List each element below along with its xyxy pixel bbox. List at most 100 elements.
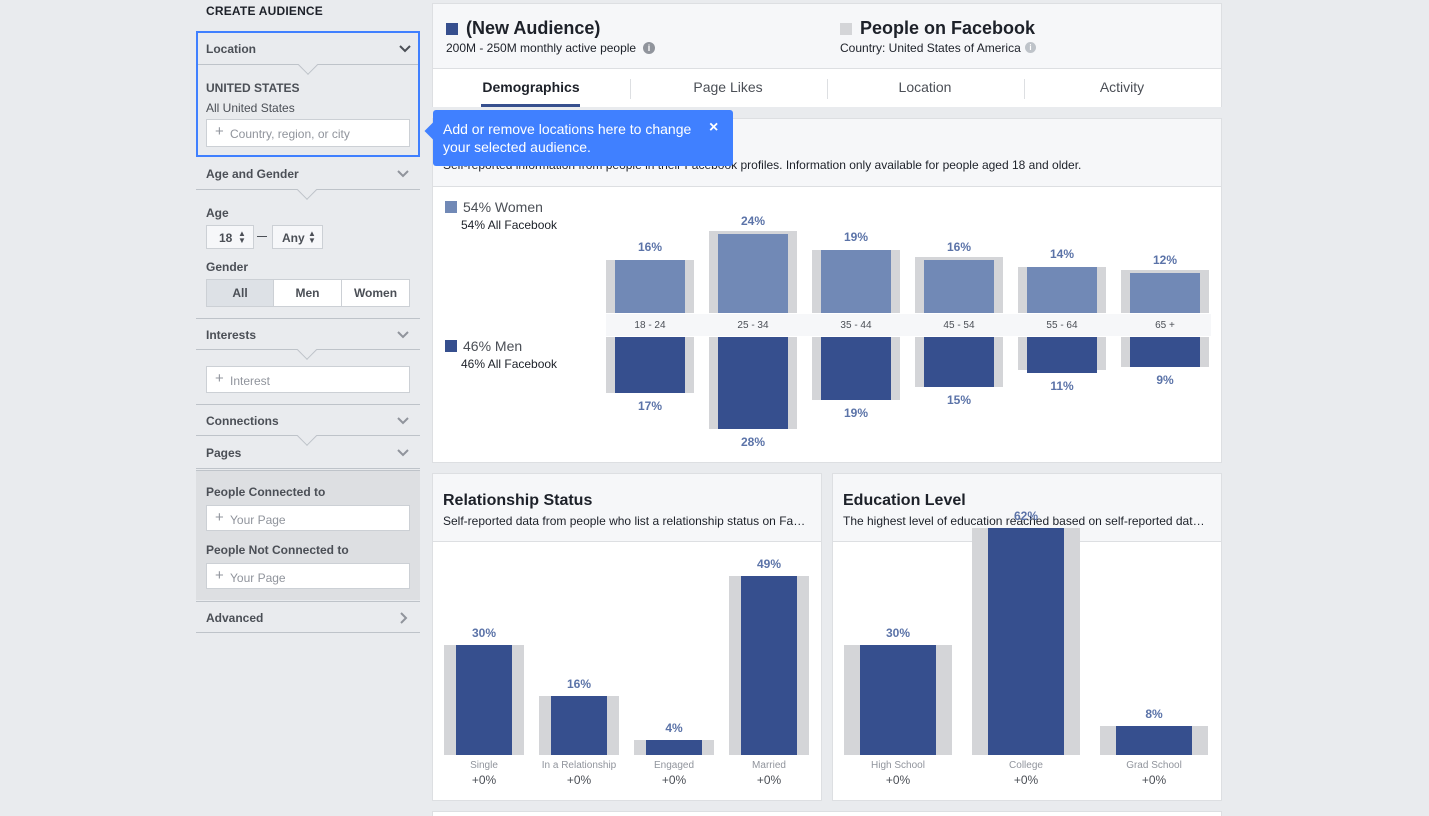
- value-bar: [741, 575, 797, 755]
- tab-activity[interactable]: Activity: [1024, 79, 1220, 95]
- women-pct-label: 16%: [946, 240, 972, 255]
- education-card: Education Level The highest level of edu…: [832, 473, 1222, 801]
- age-tick-label: 25 - 34: [737, 320, 769, 331]
- chevron-right-icon[interactable]: [396, 611, 410, 625]
- audience-size: 200M - 250M monthly active people: [446, 41, 637, 55]
- age-label: Age: [206, 206, 229, 220]
- men-label: 46% Men: [463, 338, 523, 354]
- pages-label: Pages: [206, 446, 242, 460]
- delta-label: +0%: [471, 773, 497, 787]
- category-label: Grad School: [1126, 760, 1182, 771]
- location-header[interactable]: Location: [198, 33, 418, 75]
- men-pct-label: 19%: [843, 405, 869, 420]
- delta-label: +0%: [1141, 773, 1167, 787]
- gender-all-label: All: [232, 286, 248, 300]
- location-tooltip: Add or remove locations here to change y…: [424, 110, 733, 166]
- value-bar: [1116, 725, 1192, 755]
- age-tick-label: 35 - 44: [840, 320, 872, 331]
- tooltip-text: Add or remove locations here to change y…: [443, 121, 692, 155]
- advanced-label: Advanced: [206, 611, 264, 625]
- men-pct-label: 15%: [946, 392, 972, 407]
- interest-input[interactable]: + Interest: [206, 366, 410, 393]
- info-icon[interactable]: i: [1025, 42, 1036, 53]
- tab-page-likes[interactable]: Page Likes: [630, 79, 826, 95]
- age-axis-band: [606, 314, 1211, 336]
- women-sub: 54% All Facebook: [461, 218, 558, 232]
- tab-demographics-label: Demographics: [482, 79, 580, 95]
- category-label: Single: [470, 760, 498, 771]
- pct-label: 4%: [665, 721, 683, 736]
- stepper-icon: ▲ ▼: [238, 229, 246, 245]
- delta-label: +0%: [661, 773, 687, 787]
- pct-label: 62%: [1013, 509, 1039, 524]
- info-icon[interactable]: i: [643, 42, 655, 54]
- age-max-select[interactable]: Any ▲ ▼: [272, 225, 323, 249]
- interests-header[interactable]: Interests: [196, 318, 420, 360]
- category-label: College: [1009, 760, 1043, 771]
- women-swatch: [445, 201, 457, 213]
- age-tick-label: 45 - 54: [943, 320, 975, 331]
- women-pct-label: 14%: [1049, 246, 1075, 261]
- men-pct-label: 17%: [637, 399, 663, 414]
- age-gender-header[interactable]: Age and Gender: [196, 158, 420, 200]
- audience-title: (New Audience): [466, 18, 601, 38]
- plus-icon: +: [215, 123, 224, 140]
- men-sub: 46% All Facebook: [461, 357, 558, 371]
- women-pct-label: 19%: [843, 230, 869, 245]
- connected-page-placeholder: Your Page: [230, 513, 286, 527]
- tab-demographics[interactable]: Demographics: [433, 79, 629, 95]
- connections-header[interactable]: Connections: [196, 404, 420, 446]
- age-dash: [257, 236, 267, 237]
- sidebar-title: CREATE AUDIENCE: [206, 4, 324, 18]
- pct-label: 49%: [756, 556, 782, 571]
- women-bar: [718, 233, 788, 313]
- compare-swatch: [840, 23, 852, 35]
- chevron-down-icon[interactable]: [396, 167, 410, 181]
- category-label: Engaged: [653, 760, 695, 771]
- tooltip-arrow: [424, 122, 442, 140]
- value-bar: [860, 645, 936, 755]
- gender-label: Gender: [206, 260, 249, 274]
- age-tick-label: 55 - 64: [1046, 320, 1078, 331]
- women-pct-label: 24%: [740, 213, 766, 228]
- age-min-select[interactable]: 18 ▲ ▼: [206, 225, 254, 249]
- chevron-down-icon[interactable]: [396, 446, 410, 460]
- tab-divider: [1024, 79, 1025, 99]
- pct-label: 8%: [1145, 706, 1163, 721]
- relationship-title: Relationship Status: [443, 492, 593, 509]
- advanced-header[interactable]: Advanced: [196, 601, 420, 633]
- pct-label: 30%: [885, 626, 911, 641]
- chevron-down-icon[interactable]: [398, 42, 412, 56]
- tabs-bar: Demographics Page Likes Location Activit…: [433, 68, 1221, 107]
- chevron-down-icon[interactable]: [396, 414, 410, 428]
- education-subtitle: The highest level of education reached b…: [843, 514, 1205, 528]
- connected-page-input[interactable]: + Your Page: [206, 505, 410, 531]
- pct-label: 30%: [471, 626, 497, 641]
- gender-all-button[interactable]: All: [207, 280, 274, 306]
- women-pct-label: 16%: [637, 240, 663, 255]
- gender-men-button[interactable]: Men: [274, 280, 342, 306]
- gender-women-button[interactable]: Women: [342, 280, 409, 306]
- men-bar: [924, 337, 994, 387]
- men-pct-label: 11%: [1050, 379, 1074, 394]
- tab-divider: [827, 79, 828, 99]
- delta-label: +0%: [1013, 773, 1039, 787]
- value-bar: [646, 740, 702, 755]
- close-icon[interactable]: ×: [709, 119, 719, 136]
- age-gender-card: Self-reported information from people in…: [432, 118, 1222, 463]
- notch: [297, 180, 317, 200]
- education-chart: 30% High School +0% 62% College +0% 8% Grad Sch…: [833, 474, 1221, 800]
- men-pct-label: 9%: [1156, 372, 1174, 387]
- location-scope: All United States: [206, 101, 295, 115]
- tab-page-likes-label: Page Likes: [693, 79, 763, 95]
- next-card-edge: [432, 811, 1222, 816]
- chevron-down-icon[interactable]: [396, 328, 410, 342]
- relationship-chart: 30% Single +0% 16% In a Relationship +0% 4% Eng…: [433, 474, 821, 800]
- not-connected-page-input[interactable]: + Your Page: [206, 563, 410, 589]
- age-tick-label: 18 - 24: [634, 320, 666, 331]
- pages-header[interactable]: Pages: [196, 437, 420, 469]
- plus-icon: +: [215, 370, 224, 387]
- women-label: 54% Women: [463, 199, 543, 215]
- location-input[interactable]: + Country, region, or city: [206, 119, 410, 147]
- tab-location[interactable]: Location: [827, 79, 1023, 95]
